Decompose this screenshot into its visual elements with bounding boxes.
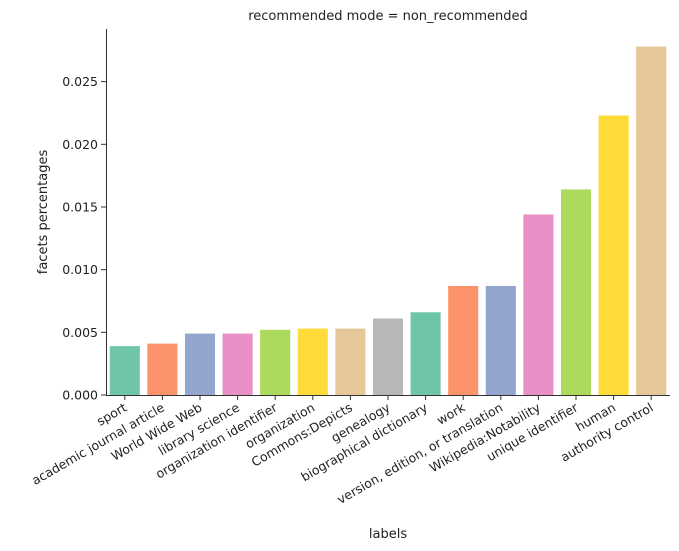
chart-title: recommended mode = non_recommended [248, 9, 528, 24]
y-axis-title: facets percentages [36, 150, 51, 275]
bar [184, 333, 216, 395]
bar [222, 333, 253, 395]
bar [598, 115, 629, 396]
y-tick-label: 0.010 [62, 262, 98, 277]
bar [448, 285, 479, 395]
bar [523, 214, 554, 395]
bar [335, 328, 366, 395]
y-tick-label: 0.005 [62, 325, 98, 340]
bar [372, 318, 404, 395]
y-tick-label: 0.015 [62, 199, 98, 214]
bar [485, 285, 516, 395]
bar [260, 329, 291, 395]
bars-group [109, 46, 667, 396]
bar [636, 46, 667, 396]
bar [297, 328, 328, 395]
bar [147, 343, 178, 395]
x-axis-title: labels [369, 527, 407, 542]
bar [410, 312, 441, 395]
bar [560, 189, 592, 395]
y-tick-label: 0.020 [62, 137, 98, 152]
y-axis: 0.000 0.005 0.010 0.015 0.020 0.025 [62, 29, 107, 403]
y-tick-label: 0.025 [62, 74, 98, 89]
bar [109, 346, 140, 395]
y-tick-label: 0.000 [62, 388, 98, 403]
